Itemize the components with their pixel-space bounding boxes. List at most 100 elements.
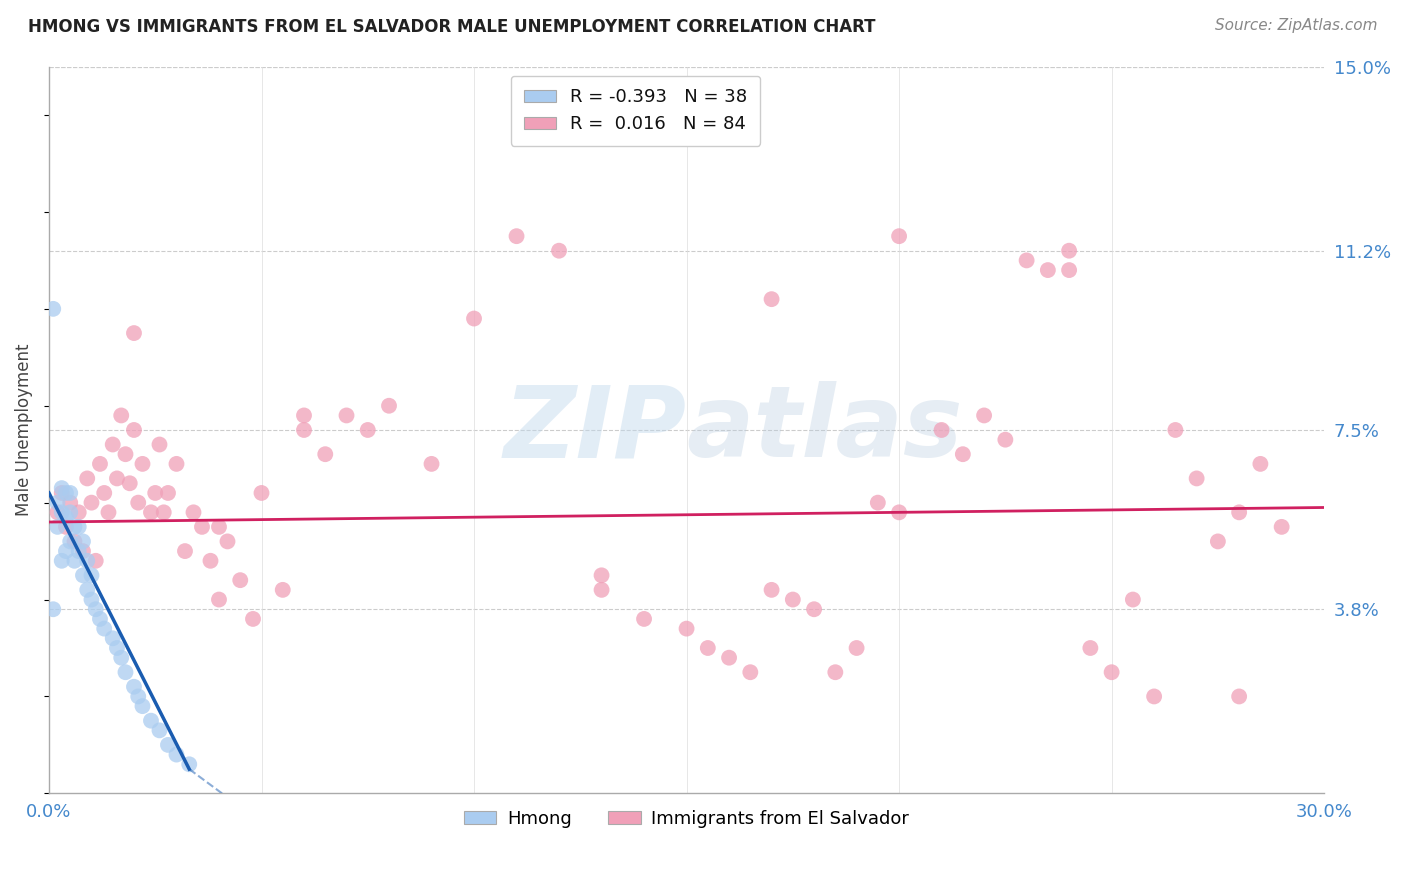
Point <box>131 699 153 714</box>
Point <box>1143 690 1166 704</box>
Point <box>591 582 613 597</box>
Point <box>718 650 741 665</box>
Point <box>420 457 443 471</box>
Point <box>548 244 571 258</box>
Point <box>314 447 336 461</box>
Point <box>761 582 783 597</box>
Point <box>122 326 145 340</box>
Point <box>357 423 380 437</box>
Point <box>1015 253 1038 268</box>
Point <box>208 520 231 534</box>
Point <box>89 612 111 626</box>
Point <box>591 568 613 582</box>
Point <box>110 409 132 423</box>
Point <box>1164 423 1187 437</box>
Point <box>93 486 115 500</box>
Point <box>866 496 889 510</box>
Point <box>633 612 655 626</box>
Point <box>242 612 264 626</box>
Point <box>208 592 231 607</box>
Point <box>139 714 162 728</box>
Point <box>1057 244 1080 258</box>
Point <box>1249 457 1271 471</box>
Point <box>118 476 141 491</box>
Point <box>110 650 132 665</box>
Point <box>994 433 1017 447</box>
Point <box>84 554 107 568</box>
Point <box>271 582 294 597</box>
Point <box>59 486 82 500</box>
Point <box>952 447 974 461</box>
Point <box>131 457 153 471</box>
Point <box>505 229 527 244</box>
Point <box>931 423 953 437</box>
Point <box>51 554 73 568</box>
Point <box>166 747 188 762</box>
Point <box>93 622 115 636</box>
Point <box>973 409 995 423</box>
Point <box>55 510 77 524</box>
Point <box>148 437 170 451</box>
Point <box>114 665 136 680</box>
Point <box>97 505 120 519</box>
Point <box>122 680 145 694</box>
Point <box>51 481 73 495</box>
Point <box>183 505 205 519</box>
Point <box>42 301 65 316</box>
Point <box>1036 263 1059 277</box>
Text: ZIP: ZIP <box>503 382 686 478</box>
Point <box>80 496 103 510</box>
Text: atlas: atlas <box>686 382 963 478</box>
Point <box>59 534 82 549</box>
Point <box>127 690 149 704</box>
Point <box>42 602 65 616</box>
Point <box>803 602 825 616</box>
Point <box>114 447 136 461</box>
Point <box>675 622 697 636</box>
Point <box>55 486 77 500</box>
Point <box>250 486 273 500</box>
Point <box>67 544 90 558</box>
Point <box>55 520 77 534</box>
Point <box>696 640 718 655</box>
Point <box>292 409 315 423</box>
Point <box>1057 263 1080 277</box>
Point <box>63 554 86 568</box>
Point <box>67 505 90 519</box>
Point <box>174 544 197 558</box>
Text: HMONG VS IMMIGRANTS FROM EL SALVADOR MALE UNEMPLOYMENT CORRELATION CHART: HMONG VS IMMIGRANTS FROM EL SALVADOR MAL… <box>28 18 876 36</box>
Point <box>179 757 201 772</box>
Point <box>63 534 86 549</box>
Point <box>76 471 98 485</box>
Point <box>761 292 783 306</box>
Point <box>127 496 149 510</box>
Point <box>59 505 82 519</box>
Point <box>67 520 90 534</box>
Point <box>51 486 73 500</box>
Point <box>1227 505 1250 519</box>
Text: Source: ZipAtlas.com: Source: ZipAtlas.com <box>1215 18 1378 33</box>
Point <box>101 632 124 646</box>
Point <box>84 602 107 616</box>
Point <box>76 554 98 568</box>
Point <box>1227 690 1250 704</box>
Point <box>148 723 170 738</box>
Point <box>335 409 357 423</box>
Point <box>200 554 222 568</box>
Point <box>46 496 69 510</box>
Point <box>782 592 804 607</box>
Point <box>55 544 77 558</box>
Point <box>217 534 239 549</box>
Point <box>1101 665 1123 680</box>
Point <box>1271 520 1294 534</box>
Point <box>89 457 111 471</box>
Y-axis label: Male Unemployment: Male Unemployment <box>15 343 32 516</box>
Point <box>1080 640 1102 655</box>
Point <box>229 573 252 587</box>
Point <box>51 505 73 519</box>
Point <box>80 592 103 607</box>
Point <box>46 505 69 519</box>
Point <box>824 665 846 680</box>
Point <box>105 471 128 485</box>
Point <box>845 640 868 655</box>
